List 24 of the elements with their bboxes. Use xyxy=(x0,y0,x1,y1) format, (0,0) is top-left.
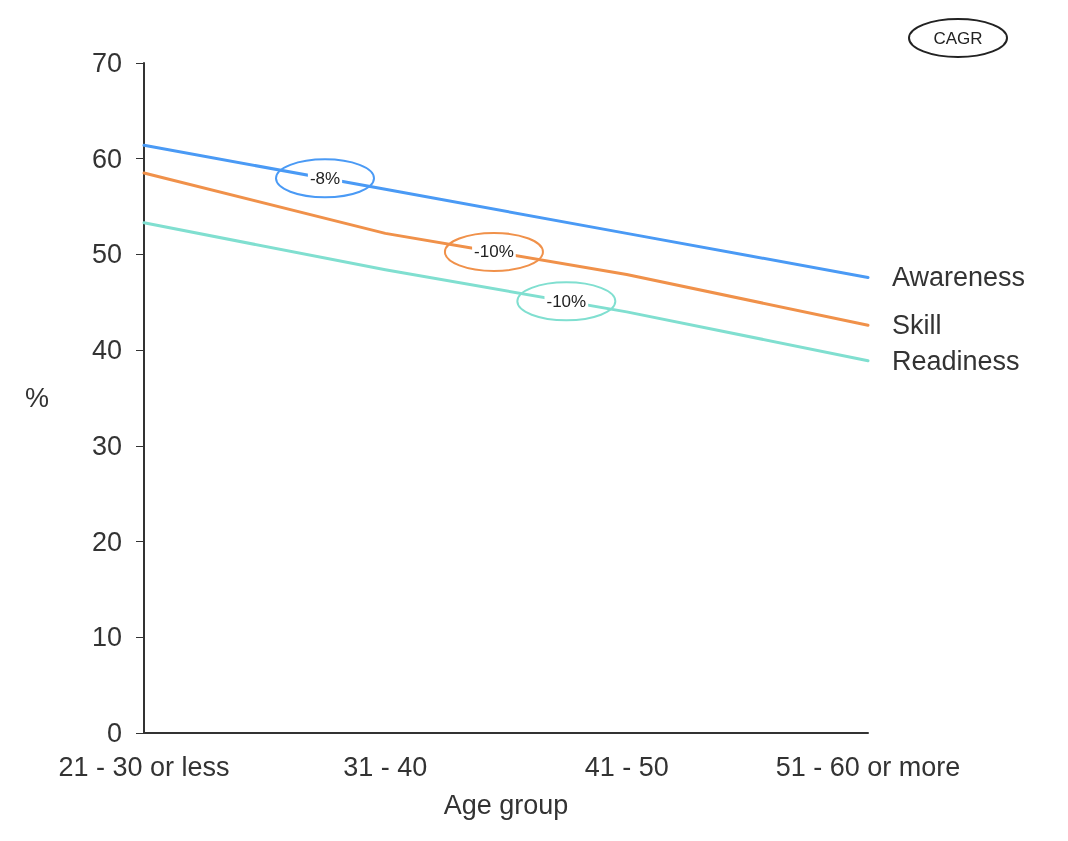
y-tick-label: 70 xyxy=(91,48,122,78)
x-axis-title: Age group xyxy=(443,789,569,820)
text: CAGR xyxy=(933,28,983,48)
y-tick-label: 30 xyxy=(91,430,122,461)
annotation: -10% xyxy=(474,242,514,262)
annotation: -8% xyxy=(309,168,341,188)
x-tick-label: 41 - 50 xyxy=(584,751,669,782)
y-tick-label: 10 xyxy=(91,622,122,653)
line-series xyxy=(142,143,870,279)
series-label: Readiness xyxy=(892,345,1020,376)
series-label: Skill xyxy=(892,310,942,341)
line-series xyxy=(142,221,870,363)
y-tick-label: 60 xyxy=(91,143,122,174)
y-tick-label: 0 xyxy=(106,718,122,748)
annotation: -10% xyxy=(546,291,587,311)
series-label: Awareness xyxy=(892,262,1026,293)
y-tick-label: 40 xyxy=(91,335,122,366)
x-tick-label: 51 - 60 or more xyxy=(775,751,961,782)
y-tick-label: 20 xyxy=(91,526,122,557)
x-tick-label: 31 - 40 xyxy=(343,751,428,782)
x-tick-label: 21 - 30 or less xyxy=(58,751,230,782)
y-axis-title: % xyxy=(24,383,49,413)
y-tick-label: 50 xyxy=(91,239,122,270)
line-series xyxy=(142,171,870,327)
